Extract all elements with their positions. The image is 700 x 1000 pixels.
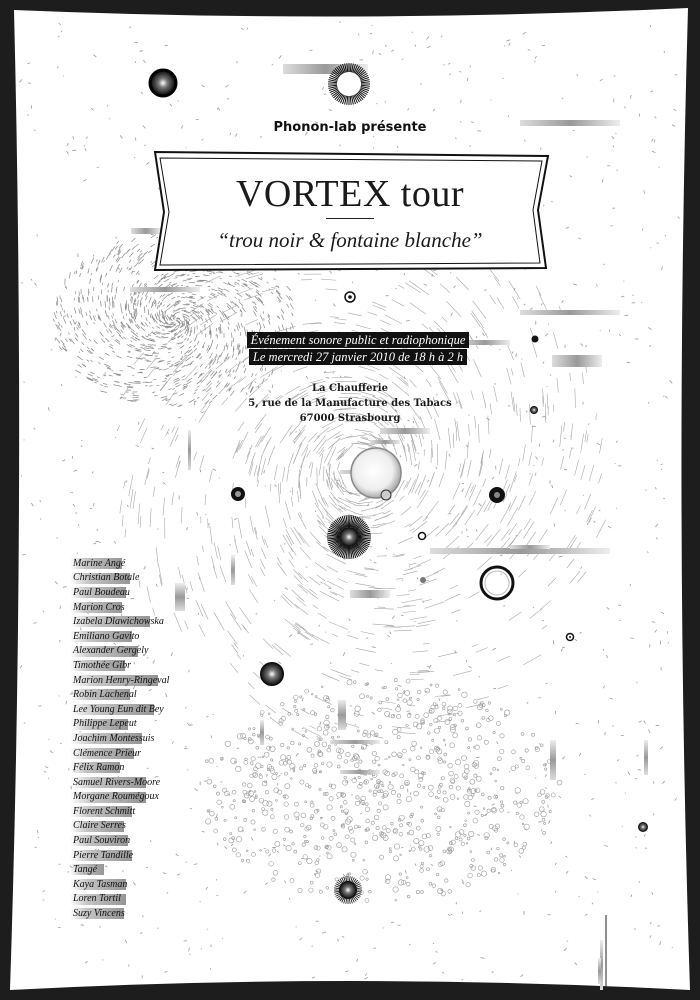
list-item: Florent Schmitt [70, 804, 230, 819]
artist-highlight [70, 660, 125, 672]
artist-name: Robin Lachenal [73, 689, 137, 701]
artist-list: Marine Angé Christian Botale Paul Boudeau M… [70, 556, 230, 921]
burst-icon [334, 876, 362, 904]
artist-name: Pierre Tandille [73, 849, 134, 861]
artist-name: Paul Boudeau [73, 586, 130, 598]
artist-highlight [70, 879, 126, 891]
venue-address: La Chaufferie 5, rue de la Manufacture d… [200, 381, 500, 426]
artist-highlight [70, 630, 132, 642]
list-item: Morgane Roumégoux [70, 790, 230, 805]
artist-highlight [70, 806, 132, 818]
venue-city: 67000 Strasbourg [299, 413, 401, 424]
list-item: Joachim Montessuis [70, 731, 230, 746]
artist-highlight [70, 587, 126, 599]
list-item: Timothée Gibr [70, 658, 230, 673]
artist-name: Marine Angé [73, 557, 126, 569]
artist-highlight [70, 718, 128, 730]
white-fountain-icon [350, 447, 402, 501]
artist-name: Marion Henry-Ringeval [73, 674, 170, 686]
artist-highlight [70, 558, 122, 569]
artist-highlight [70, 864, 104, 876]
artist-name: Loren Tortil [73, 893, 121, 905]
artist-name: Tangé [73, 864, 98, 876]
artist-highlight [70, 674, 158, 686]
target-dot-icon [231, 291, 648, 832]
artist-highlight [70, 908, 124, 920]
artist-highlight [70, 703, 154, 715]
list-item: Félix Ramon [70, 760, 230, 775]
artist-highlight [70, 689, 130, 701]
list-item: Claire Serres [70, 819, 230, 834]
list-item: Clémence Prieur [70, 746, 230, 761]
artist-highlight [70, 616, 150, 628]
list-item: Alexander Gergely [70, 644, 230, 659]
list-item: Suzy Vincens [70, 906, 230, 921]
list-item: Marion Cros [70, 600, 230, 615]
artist-name: Suzy Vincens [73, 908, 125, 920]
list-item: Marine Angé [70, 556, 230, 571]
artist-highlight [70, 776, 146, 788]
event-info: Événement sonore public et radiophonique… [246, 332, 470, 366]
artist-name: Christian Botale [73, 572, 140, 584]
artist-highlight [70, 645, 138, 657]
venue-street: 5, rue de la Manufacture des Tabacs [248, 398, 452, 409]
ring-icon [479, 565, 515, 601]
artist-highlight [70, 791, 146, 803]
artist-name: Samuel Rivers-Moore [73, 776, 161, 788]
event-line-date: Le mercredi 27 janvier 2010 de 18 h à 2 … [248, 349, 468, 365]
list-item: Robin Lachenal [70, 687, 230, 702]
artist-highlight [70, 572, 130, 584]
artist-highlight [70, 893, 126, 905]
artist-name: Claire Serres [73, 820, 126, 832]
title-banner [153, 150, 550, 272]
artist-name: Emiliano Gavito [73, 630, 140, 642]
list-item: Samuel Rivers-Moore [70, 775, 230, 790]
list-item: Emiliano Gavito [70, 629, 230, 644]
artist-highlight [70, 835, 128, 847]
list-item: Pierre Tandille [70, 848, 230, 863]
artist-name: Izabela Dlawichowska [73, 616, 164, 628]
artist-name: Morgane Roumégoux [73, 791, 159, 803]
list-item: Philippe Lepeut [70, 717, 230, 732]
list-item: Tangé [70, 862, 230, 877]
list-item: Paul Souviron [70, 833, 230, 848]
artist-name: Clémence Prieur [73, 747, 142, 759]
artist-highlight [70, 601, 122, 613]
list-item: Kaya Tasman [70, 877, 230, 892]
list-item: Christian Botale [70, 571, 230, 586]
list-item: Lee Young Eun dit Bey [70, 702, 230, 717]
venue-name: La Chaufferie [312, 383, 388, 394]
decor-shapes [130, 64, 648, 990]
artist-name: Florent Schmitt [73, 805, 136, 817]
presenter-line: Phonon-lab présente [273, 120, 427, 135]
artist-name: Timothée Gibr [73, 659, 132, 671]
artist-name: Joachim Montessuis [73, 732, 155, 744]
artist-name: Lee Young Eun dit Bey [73, 703, 164, 715]
burst-icon [327, 514, 371, 560]
particle-field [19, 21, 680, 981]
artist-highlight [70, 747, 134, 759]
black-hole-icon [148, 68, 178, 98]
artist-highlight [70, 733, 142, 745]
event-line-type: Événement sonore public et radiophonique [246, 332, 470, 348]
burst-icon [328, 63, 370, 105]
list-item: Loren Tortil [70, 892, 230, 907]
artist-name: Paul Souviron [73, 835, 131, 847]
subtitle: “trou noir & fontaine blanche” [217, 228, 483, 252]
artist-name: Philippe Lepeut [73, 718, 137, 730]
artist-name: Félix Ramon [73, 762, 125, 774]
artist-name: Alexander Gergely [73, 645, 149, 657]
page-title: VORTEX tour [235, 173, 465, 215]
artist-name: Kaya Tasman [73, 878, 128, 890]
list-item: Marion Henry-Ringeval [70, 673, 230, 688]
title-divider [326, 218, 374, 219]
artist-highlight [70, 820, 124, 832]
artist-highlight [70, 762, 120, 774]
list-item: Paul Boudeau [70, 585, 230, 600]
artist-highlight [70, 849, 132, 861]
list-item: Izabela Dlawichowska [70, 614, 230, 629]
artist-name: Marion Cros [73, 601, 125, 613]
